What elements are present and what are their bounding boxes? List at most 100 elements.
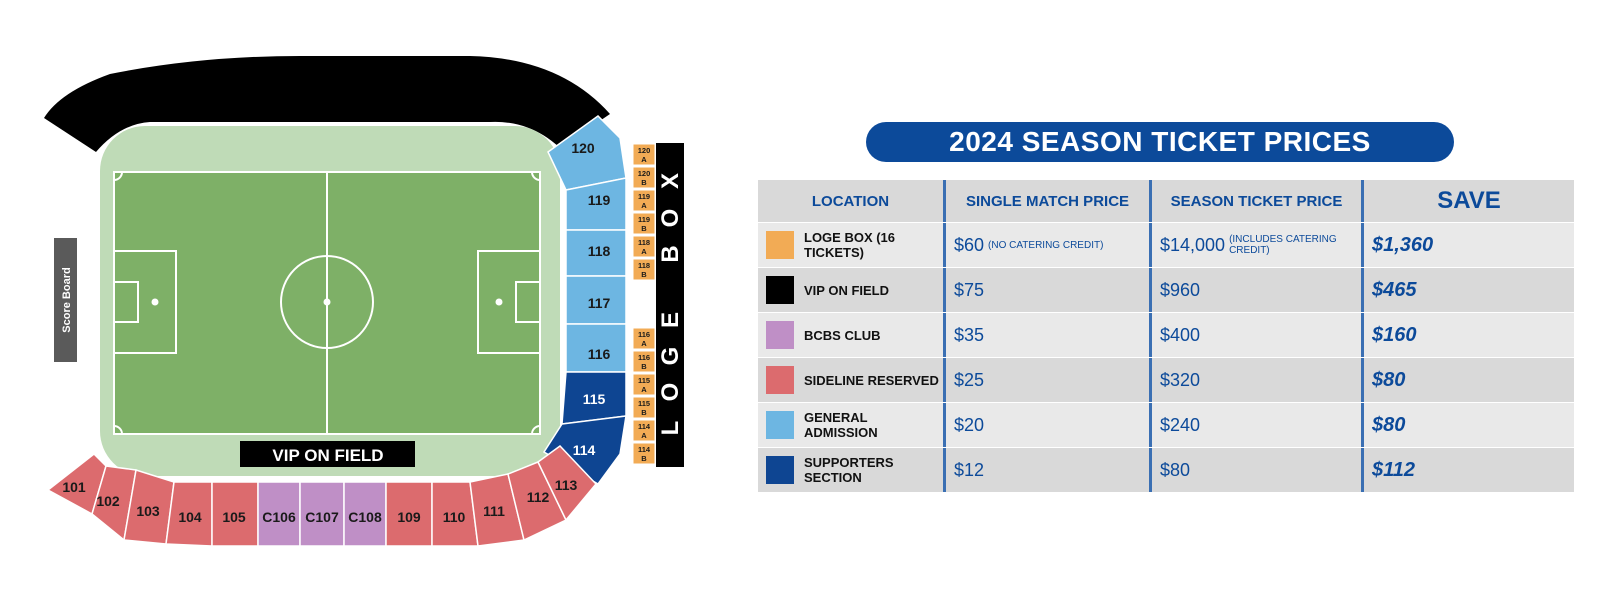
single-price: $35 [954,324,985,345]
table-row: SIDELINE RESERVED $25 $320 $80 [758,358,1574,402]
save-cell: $112 [1364,448,1574,492]
loge-box-number: 119 [638,192,650,201]
loge-box-suffix: B [641,224,647,233]
season-price: $960 [1160,279,1201,300]
season-price: $400 [1160,324,1201,345]
location-cell: SUPPORTERS SECTION [758,448,946,492]
save-amount: $112 [1372,458,1416,481]
corner-arc [531,171,541,181]
center-circle [280,255,374,349]
goal-box-left [113,281,139,323]
season-price-cell: $400 [1152,313,1364,357]
loge-box-118B[interactable] [632,258,656,281]
loge-box-119B[interactable] [632,212,656,235]
section-label: 118 [588,243,611,259]
section-label: 101 [62,479,86,495]
save-cell: $80 [1364,403,1574,447]
loge-box-letter: O [657,383,684,402]
single-price-cell: $20 [946,403,1152,447]
section-label: 113 [555,477,578,493]
section-label: 110 [443,509,466,525]
table-row: SUPPORTERS SECTION $12 $80 $112 [758,448,1574,492]
color-swatch [766,276,794,304]
loge-box-number: 116 [638,353,650,362]
section-label: 120 [571,140,595,156]
loge-box-suffix: B [641,362,647,371]
color-swatch [766,456,794,484]
section-label: 115 [583,391,606,407]
vip-stand-north[interactable] [44,56,610,152]
loge-box-114A[interactable] [632,419,656,442]
table-row: VIP ON FIELD $75 $960 $465 [758,268,1574,312]
location-label: VIP ON FIELD [804,282,889,298]
loge-box-number: 119 [638,215,650,224]
loge-box-number: 116 [638,330,650,339]
save-amount: $80 [1372,413,1406,436]
single-price-cell: $75 [946,268,1152,312]
season-price-cell: $240 [1152,403,1364,447]
section-label: 111 [483,503,505,519]
loge-box-115B[interactable] [632,396,656,419]
loge-box-number: 114 [638,445,651,454]
season-price-cell: $80 [1152,448,1364,492]
section-114[interactable] [542,415,627,485]
location-label: SIDELINE RESERVED [804,372,939,388]
section-label: C108 [348,509,382,525]
section-113[interactable] [537,445,598,522]
loge-box-number: 114 [638,422,651,431]
section-label: 116 [588,346,611,362]
loge-box-banner [656,143,684,467]
loge-box-115A[interactable] [632,373,656,396]
location-label: LOGE BOX (16 TICKETS) [804,230,896,260]
loge-box-118A[interactable] [632,235,656,258]
season-price: $14,000 [1160,234,1226,255]
loge-box-116B[interactable] [632,350,656,373]
goal-box-right [515,281,541,323]
loge-box-116A[interactable] [632,327,656,350]
color-swatch [766,321,794,349]
single-price: $60 [954,234,985,255]
loge-box-120B[interactable] [632,166,656,189]
table-row: GENERAL ADMISSION $20 $240 $80 [758,403,1574,447]
header-single-price: SINGLE MATCH PRICE [946,180,1152,222]
section-label: 104 [178,509,202,525]
section-label: 103 [136,503,160,519]
loge-box-letter: G [657,347,684,366]
season-price-cell: $14,000 (INCLUDES CATERING CREDIT) [1152,223,1364,267]
location-cell: LOGE BOX (16 TICKETS) [758,223,946,267]
single-price: $20 [954,414,985,435]
center-spot [323,298,331,306]
loge-box-120A[interactable] [632,143,656,166]
season-price-cell: $960 [1152,268,1364,312]
season-price: $240 [1160,414,1201,435]
table-header-row: LOCATION SINGLE MATCH PRICE SEASON TICKE… [758,180,1574,222]
loge-box-suffix: B [641,270,647,279]
loge-box-number: 120 [638,146,651,155]
loge-box-suffix: A [641,339,647,348]
price-table: LOCATION SINGLE MATCH PRICE SEASON TICKE… [758,180,1574,493]
loge-box-number: 118 [638,238,650,247]
price-title: 2024 SEASON TICKET PRICES [866,122,1454,162]
location-label: BCBS CLUB [804,327,881,343]
scoreboard-label: Score Board [61,267,73,332]
loge-box-suffix: A [641,247,647,256]
vip-on-field-label: VIP ON FIELD [272,446,383,465]
location-label: GENERAL ADMISSION [804,410,878,440]
loge-box-119A[interactable] [632,189,656,212]
season-price: $80 [1160,459,1191,480]
loge-box-number: 115 [638,376,650,385]
color-swatch [766,411,794,439]
loge-box-114B[interactable] [632,442,656,465]
section-120[interactable] [547,115,627,191]
section-label: 117 [588,295,611,311]
single-price-cell: $60 (NO CATERING CREDIT) [946,223,1152,267]
vip-on-field-box[interactable] [240,441,415,467]
season-price-cell: $320 [1152,358,1364,402]
section-label: 105 [222,509,246,525]
corner-arc [113,425,123,435]
loge-box-number: 118 [638,261,650,270]
save-cell: $160 [1364,313,1574,357]
location-cell: VIP ON FIELD [758,268,946,312]
location-cell: SIDELINE RESERVED [758,358,946,402]
loge-box-suffix: B [641,178,647,187]
